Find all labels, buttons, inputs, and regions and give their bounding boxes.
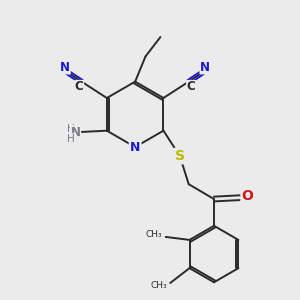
Text: N: N — [60, 61, 70, 74]
Text: H: H — [67, 134, 74, 144]
Text: S: S — [175, 149, 185, 163]
Text: O: O — [242, 189, 254, 203]
Text: N: N — [130, 140, 140, 154]
Text: C: C — [75, 80, 84, 94]
Text: C: C — [187, 80, 196, 94]
Text: N: N — [70, 126, 81, 139]
Text: H: H — [67, 124, 74, 134]
Text: CH₃: CH₃ — [151, 281, 167, 290]
Text: CH₃: CH₃ — [146, 230, 162, 239]
Text: N: N — [200, 61, 210, 74]
